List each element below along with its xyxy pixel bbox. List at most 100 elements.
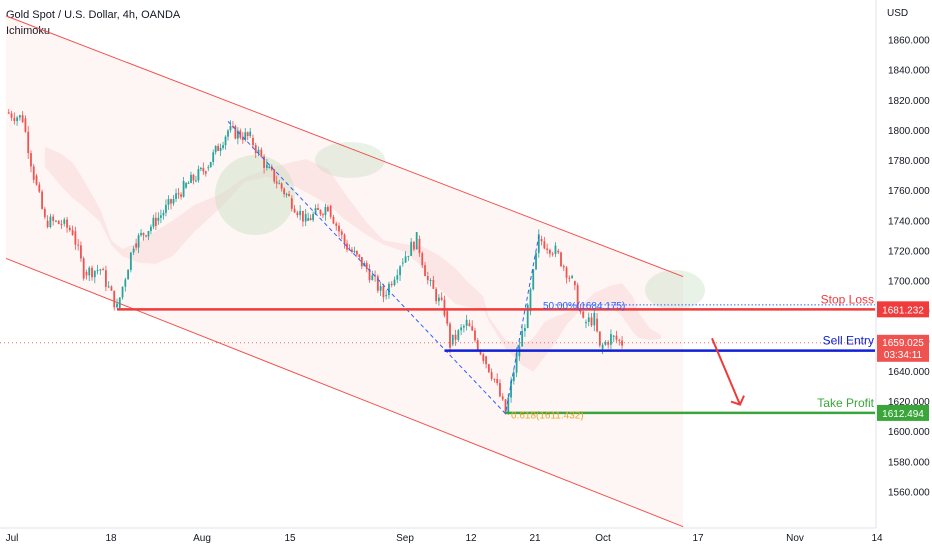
candle-body (283, 188, 286, 195)
candle-body (348, 249, 351, 251)
candle-body (438, 297, 440, 302)
candle-body (474, 330, 476, 341)
candle-body (346, 243, 348, 250)
candle-body (263, 156, 265, 168)
candle-body (353, 250, 356, 252)
candle-body (340, 231, 343, 235)
candle-body (335, 223, 338, 226)
candle-body (18, 115, 21, 118)
sell-arrow[interactable] (711, 337, 745, 406)
candle-body (449, 323, 451, 348)
candle-body (382, 286, 385, 298)
y-tick-label: 1840.000 (888, 66, 930, 77)
candle-body (16, 117, 18, 122)
candle-body (77, 244, 80, 246)
candle-body (499, 383, 501, 397)
candle-body (376, 276, 379, 291)
candle-body (137, 235, 140, 248)
channel-upper-line[interactable] (5, 15, 684, 278)
candle-body (32, 166, 35, 180)
candle-body (324, 206, 327, 216)
candle-body (304, 214, 307, 222)
candle-body (309, 218, 312, 221)
candle-body (524, 327, 526, 332)
y-tick-label: 1740.000 (888, 216, 930, 227)
candle-body (393, 279, 396, 286)
candle-body (457, 330, 460, 340)
channel-lower-line[interactable] (5, 258, 684, 528)
candle-body (332, 216, 335, 224)
candle-body (551, 253, 554, 255)
candle-body (493, 378, 496, 380)
candle-body (159, 215, 162, 218)
candle-body (91, 267, 93, 278)
candle-body (167, 199, 170, 205)
candle-body (501, 396, 504, 400)
candle-body (421, 253, 424, 266)
candle-body (185, 183, 187, 188)
candle-body (582, 311, 585, 318)
candle-body (535, 252, 537, 270)
candle-body (202, 167, 205, 172)
candle-body (107, 286, 110, 288)
candle-body (234, 126, 237, 139)
candle-body (418, 238, 421, 254)
candle-body (576, 285, 579, 309)
candle-body (540, 238, 543, 242)
candle-body (105, 270, 107, 287)
candle-body (172, 198, 175, 204)
candle-body (440, 297, 443, 300)
candle-body (604, 341, 607, 345)
candle-body (307, 218, 310, 221)
candle-body (296, 212, 299, 216)
candle-body (265, 164, 268, 168)
y-tick-label: 1600.000 (888, 427, 930, 438)
candle-body (52, 216, 55, 221)
candle-body (596, 318, 598, 332)
candle-body (532, 269, 535, 290)
candle-body (68, 227, 71, 231)
candle-body (590, 317, 593, 326)
candle-body (465, 319, 468, 326)
candle-body (565, 267, 568, 278)
candle-body (209, 161, 212, 168)
candle-body (443, 299, 446, 316)
candle-body (43, 208, 46, 218)
candle-body (299, 210, 302, 216)
candle-body (124, 279, 127, 287)
candle-body (57, 220, 60, 224)
fib-50-label: 50.00%(1684.175) (543, 301, 625, 312)
candle-body (312, 214, 314, 221)
x-tick-label: 17 (692, 533, 704, 544)
indicator-label[interactable]: Ichimoku (6, 25, 51, 37)
candle-body (460, 327, 462, 331)
candle-body (113, 290, 116, 308)
chart-title: Gold Spot / U.S. Dollar, 4h, OANDA (6, 9, 181, 21)
candle-body (110, 286, 113, 291)
candle-body (135, 243, 138, 248)
candle-body (260, 149, 263, 157)
y-tick-label: 1800.000 (888, 126, 930, 137)
candle-body (288, 193, 290, 197)
candle-body (192, 174, 195, 181)
candle-body (268, 166, 271, 169)
candle-body (249, 131, 252, 136)
candle-body (7, 112, 10, 114)
candle-body (46, 220, 49, 228)
candle-body (41, 191, 43, 209)
candle-body (512, 372, 515, 382)
candle-body (229, 125, 232, 131)
candle-body (329, 205, 332, 217)
candle-body (529, 289, 532, 312)
currency-label: USD (887, 8, 909, 19)
candle-body (435, 288, 438, 302)
candle-body (246, 132, 249, 136)
fib-swing-line[interactable] (227, 121, 540, 415)
candle-body (27, 131, 30, 154)
candle-body (118, 297, 121, 309)
candle-body (526, 304, 529, 328)
candle-body (557, 250, 560, 253)
candle-body (468, 323, 471, 327)
